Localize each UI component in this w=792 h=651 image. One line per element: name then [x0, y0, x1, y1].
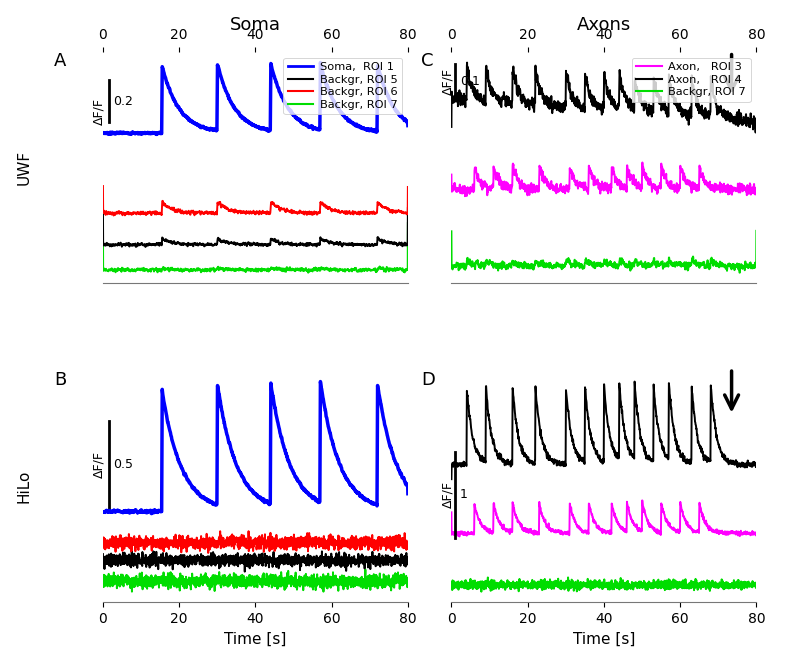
Text: 0.1: 0.1 — [460, 75, 480, 88]
Text: ΔF/F: ΔF/F — [93, 98, 105, 126]
Text: ΔF/F: ΔF/F — [441, 68, 454, 95]
Text: ΔF/F: ΔF/F — [93, 451, 105, 478]
Text: A: A — [54, 52, 67, 70]
Text: Soma: Soma — [230, 16, 281, 35]
Text: D: D — [421, 371, 435, 389]
Text: Axons: Axons — [577, 16, 631, 35]
Text: 0.5: 0.5 — [113, 458, 133, 471]
Text: HiLo: HiLo — [17, 470, 31, 503]
X-axis label: Time [s]: Time [s] — [573, 631, 635, 646]
Text: 1: 1 — [460, 488, 468, 501]
Legend: Soma,  ROI 1, Backgr, ROI 5, Backgr, ROI 6, Backgr, ROI 7: Soma, ROI 1, Backgr, ROI 5, Backgr, ROI … — [284, 58, 402, 115]
X-axis label: Time [s]: Time [s] — [224, 631, 287, 646]
Text: ΔF/F: ΔF/F — [441, 481, 454, 508]
Text: C: C — [421, 52, 433, 70]
Text: B: B — [54, 371, 67, 389]
Text: 0.2: 0.2 — [113, 95, 133, 108]
Text: UWF: UWF — [17, 150, 31, 185]
Legend: Axon,   ROI 3, Axon,   ROI 4, Backgr, ROI 7: Axon, ROI 3, Axon, ROI 4, Backgr, ROI 7 — [632, 58, 751, 102]
